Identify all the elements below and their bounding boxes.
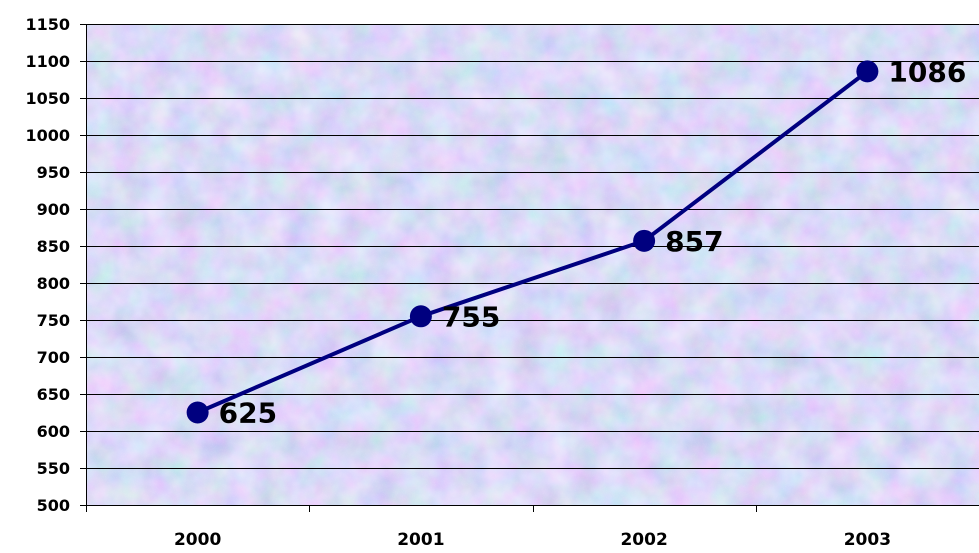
y-tick-label-900: 900 [37,200,70,219]
data-point-2002 [633,229,656,252]
y-tick-label-500: 500 [37,496,70,515]
data-label-2001: 755 [442,300,500,333]
series-line-layer [196,69,869,415]
x-tick-label-2003: 2003 [844,530,891,549]
plot-area-background [86,24,979,505]
y-tick-label-650: 650 [37,385,70,404]
data-point-2000 [186,401,209,424]
data-label-2002: 857 [665,225,723,258]
y-tick-label-850: 850 [37,237,70,256]
data-label-2003: 1086 [888,55,966,88]
x-axis-tick-labels: 2000 2001 2002 2003 [174,530,891,550]
y-tick-label-750: 750 [37,311,70,330]
x-tick-label-2001: 2001 [397,530,444,549]
data-point-2003 [856,60,879,83]
axes [80,24,979,512]
gridlines [86,24,979,469]
y-tick-label-1100: 1100 [25,52,70,71]
y-tick-label-700: 700 [37,348,70,367]
series-markers [186,60,879,424]
series-line [196,69,869,415]
x-tick-label-2000: 2000 [174,530,221,549]
y-tick-label-800: 800 [37,274,70,293]
data-labels: 625 755 857 1086 [219,55,967,429]
y-tick-label-1000: 1000 [25,126,70,145]
data-point-2001 [409,305,432,328]
data-label-2000: 625 [219,397,277,430]
y-tick-label-1150: 1150 [25,15,70,34]
y-tick-label-1050: 1050 [25,89,70,108]
x-tick-label-2002: 2002 [620,530,667,549]
y-tick-label-600: 600 [37,422,70,441]
y-tick-label-550: 550 [37,459,70,478]
y-tick-label-950: 950 [37,163,70,182]
y-axis-tick-labels: 500 550 600 650 700 750 800 850 900 950 1000 1050 11… [25,15,70,515]
plot-bg-grain [86,24,979,505]
